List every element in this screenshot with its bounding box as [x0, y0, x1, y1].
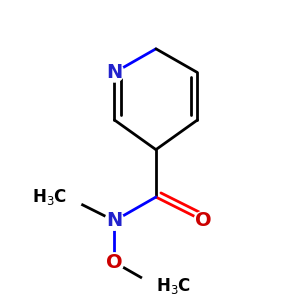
Circle shape	[140, 271, 171, 300]
Text: O: O	[195, 211, 212, 230]
Circle shape	[194, 211, 213, 230]
Text: H$_3$C: H$_3$C	[32, 187, 67, 207]
Text: N: N	[106, 63, 122, 82]
Circle shape	[52, 182, 82, 212]
Circle shape	[105, 211, 124, 230]
Circle shape	[105, 253, 124, 272]
Text: N: N	[106, 211, 122, 230]
Text: O: O	[106, 253, 123, 272]
Text: H$_3$C: H$_3$C	[156, 276, 191, 296]
Circle shape	[105, 63, 124, 82]
